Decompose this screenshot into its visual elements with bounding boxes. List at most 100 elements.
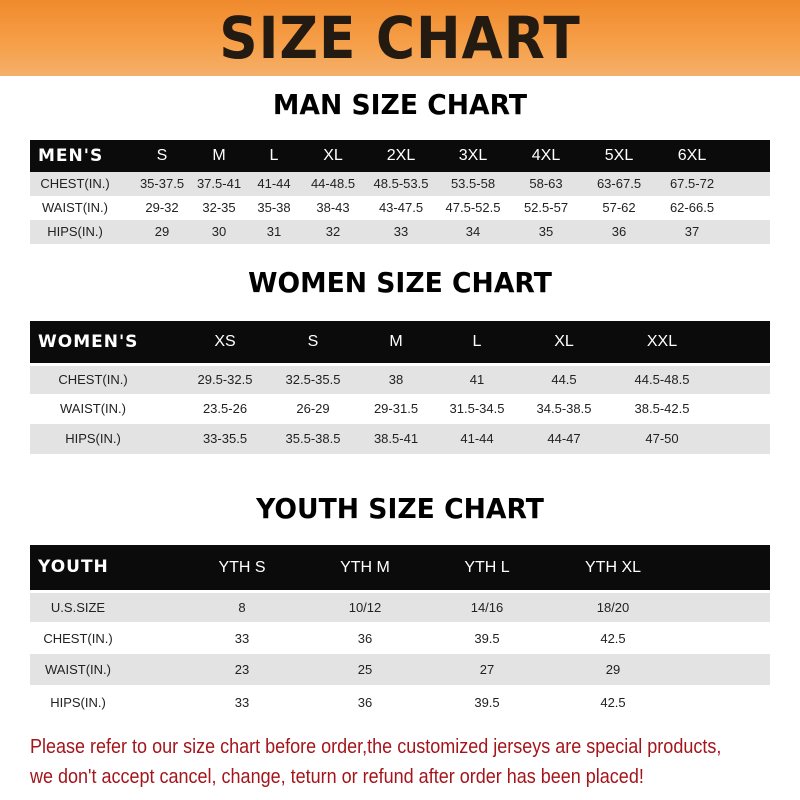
- table-cell: 34.5-38.5: [536, 401, 592, 416]
- table-cell: 35.5-38.5: [285, 431, 341, 446]
- table-cell: 41-44: [257, 176, 291, 191]
- table-cell: 62-66.5: [669, 200, 715, 215]
- table-cell: 36: [357, 695, 373, 710]
- table-cell: 36: [611, 224, 627, 239]
- table-cell: 35: [538, 224, 554, 239]
- table-cell: 23.5-26: [202, 401, 248, 416]
- table-cell: 41: [469, 372, 485, 387]
- youth-header-label: YOUTH: [38, 557, 109, 577]
- table-cell: 8: [238, 600, 246, 615]
- row-label: U.S.SIZE: [50, 600, 106, 615]
- table-cell: 38.5-41: [373, 431, 419, 446]
- row-label: WAIST(IN.): [45, 662, 111, 677]
- women-title: WOMEN SIZE CHART: [248, 266, 552, 299]
- size-header: YTH S: [218, 559, 266, 576]
- table-cell: 47.5-52.5: [445, 200, 501, 215]
- men-header-label: MEN'S: [38, 146, 104, 166]
- table-cell: 29-31.5: [373, 401, 419, 416]
- men-size-table: MEN'S S M L XL 2XL 3XL 4XL 5XL 6XL CHEST(IN.) 35-37…: [30, 140, 770, 244]
- table-cell: 63-67.5: [596, 176, 642, 191]
- size-header: 4XL: [531, 147, 561, 164]
- table-row: HIPS(IN.) 29 30 31 32 33 34 35 36 37: [30, 220, 770, 244]
- row-label: HIPS(IN.): [50, 695, 106, 710]
- size-header: XL: [554, 333, 574, 350]
- table-cell: 36: [357, 631, 373, 646]
- table-row: HIPS(IN.) 33 36 39.5 42.5: [30, 687, 770, 718]
- women-header-label: WOMEN'S: [38, 332, 139, 352]
- table-cell: 38-43: [316, 200, 350, 215]
- size-header: XXL: [646, 333, 678, 350]
- table-row: U.S.SIZE 8 10/12 14/16 18/20: [30, 593, 770, 622]
- size-header: YTH L: [464, 559, 510, 576]
- row-label: CHEST(IN.): [40, 176, 110, 191]
- table-cell: 39.5: [474, 695, 500, 710]
- table-cell: 44-48.5: [310, 176, 356, 191]
- table-cell: 31.5-34.5: [449, 401, 505, 416]
- youth-header-row: YOUTH YTH S YTH M YTH L YTH XL: [30, 545, 770, 590]
- banner: SIZE CHART: [0, 0, 800, 76]
- table-cell: 58-63: [529, 176, 563, 191]
- table-cell: 33: [393, 224, 409, 239]
- table-cell: 34: [465, 224, 481, 239]
- table-cell: 52.5-57: [523, 200, 569, 215]
- table-cell: 29: [154, 224, 170, 239]
- table-row: HIPS(IN.) 33-35.5 35.5-38.5 38.5-41 41-44 44-…: [30, 424, 770, 454]
- table-cell: 35-38: [257, 200, 291, 215]
- table-cell: 37.5-41: [196, 176, 242, 191]
- table-cell: 33: [234, 631, 250, 646]
- row-label: HIPS(IN.): [47, 224, 103, 239]
- size-header: 3XL: [458, 147, 488, 164]
- table-cell: 41-44: [460, 431, 494, 446]
- row-label: CHEST(IN.): [58, 372, 128, 387]
- table-cell: 38: [388, 372, 404, 387]
- size-header: 2XL: [386, 147, 416, 164]
- table-cell: 33: [234, 695, 250, 710]
- size-header: M: [389, 333, 403, 350]
- table-cell: 29-32: [145, 200, 179, 215]
- women-header-row: WOMEN'S XS S M L XL XXL: [30, 321, 770, 363]
- youth-title: YOUTH SIZE CHART: [256, 492, 544, 525]
- size-header: S: [156, 147, 168, 164]
- table-cell: 43-47.5: [378, 200, 424, 215]
- main-title: SIZE CHART: [219, 4, 581, 72]
- notice-line-1: Please refer to our size chart before or…: [30, 736, 722, 758]
- table-cell: 48.5-53.5: [373, 176, 429, 191]
- men-header-row: MEN'S S M L XL 2XL 3XL 4XL 5XL 6XL: [30, 140, 770, 172]
- table-cell: 14/16: [470, 600, 504, 615]
- table-cell: 32: [325, 224, 341, 239]
- size-header: 6XL: [677, 147, 707, 164]
- table-cell: 29: [605, 662, 621, 677]
- table-cell: 44.5-48.5: [634, 372, 690, 387]
- size-header: S: [307, 333, 319, 350]
- size-header: YTH XL: [584, 559, 642, 576]
- table-cell: 18/20: [596, 600, 630, 615]
- row-label: WAIST(IN.): [60, 401, 126, 416]
- table-row: WAIST(IN.) 23 25 27 29: [30, 654, 770, 685]
- table-cell: 27: [479, 662, 495, 677]
- row-label: WAIST(IN.): [42, 200, 108, 215]
- table-row: CHEST(IN.) 35-37.5 37.5-41 41-44 44-48.5 48.5…: [30, 172, 770, 196]
- table-cell: 32.5-35.5: [285, 372, 341, 387]
- table-cell: 39.5: [474, 631, 500, 646]
- table-cell: 38.5-42.5: [634, 401, 690, 416]
- table-cell: 33-35.5: [202, 431, 248, 446]
- table-row: CHEST(IN.) 33 36 39.5 42.5: [30, 623, 770, 654]
- size-header: 5XL: [604, 147, 634, 164]
- table-cell: 57-62: [602, 200, 636, 215]
- table-cell: 47-50: [645, 431, 679, 446]
- women-size-table: WOMEN'S XS S M L XL XXL CHEST(IN.) 29.5-32.5 32.5…: [30, 321, 770, 454]
- table-cell: 44.5: [551, 372, 577, 387]
- table-cell: 37: [684, 224, 700, 239]
- table-cell: 10/12: [348, 600, 382, 615]
- size-header: M: [212, 147, 226, 164]
- table-cell: 30: [211, 224, 227, 239]
- table-cell: 67.5-72: [669, 176, 715, 191]
- size-header: XL: [323, 147, 343, 164]
- row-label: HIPS(IN.): [65, 431, 121, 446]
- table-cell: 25: [357, 662, 373, 677]
- size-header: L: [269, 147, 279, 164]
- table-cell: 42.5: [600, 631, 626, 646]
- table-cell: 23: [234, 662, 250, 677]
- table-cell: 53.5-58: [450, 176, 496, 191]
- table-cell: 42.5: [600, 695, 626, 710]
